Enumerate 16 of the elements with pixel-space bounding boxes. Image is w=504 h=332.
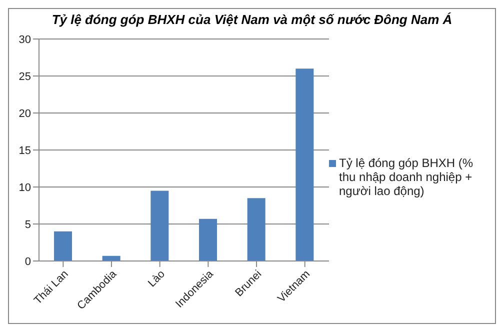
y-tick-label: 20 — [18, 108, 31, 120]
x-tick-label: Lào — [146, 268, 168, 290]
y-tick-label: 15 — [18, 144, 31, 157]
y-tick-label: 5 — [24, 218, 31, 231]
x-tick-label: Thái Lan — [32, 268, 71, 307]
chart-title: Tỷ lệ đóng góp BHXH của Việt Nam và một số nước Đông Nam Á — [50, 11, 454, 29]
y-tick-label: 30 — [18, 34, 31, 46]
y-tick-label: 0 — [24, 256, 31, 268]
y-tick-label: 25 — [18, 70, 31, 83]
bar — [199, 218, 217, 261]
y-tick-label: 10 — [18, 182, 31, 194]
bar — [247, 198, 266, 261]
legend-label: Tỷ lệ đóng góp BHXH (% thu nhập doanh nghiệp + người lao động) — [339, 156, 474, 198]
bar — [54, 231, 72, 261]
bar — [296, 68, 314, 261]
bar — [150, 190, 169, 261]
